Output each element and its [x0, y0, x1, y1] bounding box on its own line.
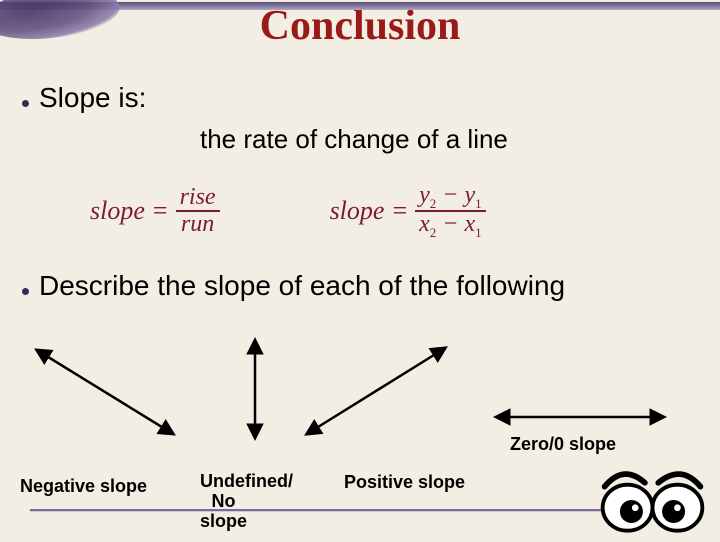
bottom-rule: [30, 509, 630, 512]
eyes-icon: [595, 466, 710, 536]
arrow-positive: [310, 350, 442, 432]
label-undefined-l1: Undefined/: [200, 472, 293, 492]
label-negative: Negative slope: [20, 476, 147, 497]
label-positive: Positive slope: [344, 472, 465, 493]
label-zero: Zero/0 slope: [510, 434, 616, 455]
arrow-negative: [40, 352, 170, 432]
